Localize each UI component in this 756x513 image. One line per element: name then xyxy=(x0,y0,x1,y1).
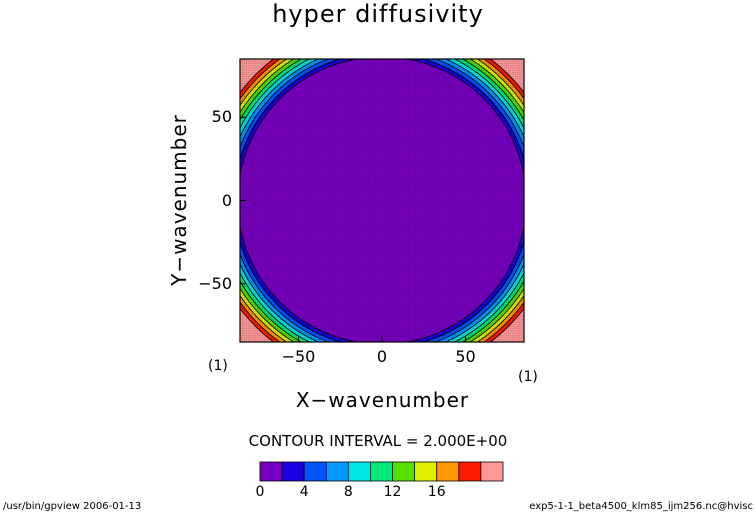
y-unit-label: (1) xyxy=(208,358,228,374)
colorbar-swatch xyxy=(414,461,438,482)
colorbar-swatch xyxy=(347,461,371,482)
plot-area xyxy=(239,58,525,343)
y-tick-label: 50 xyxy=(211,107,232,127)
x-tick-label: 0 xyxy=(376,347,388,366)
colorbar-swatch xyxy=(392,461,416,482)
footer-right: exp5-1-1_beta4500_klm85_ijm256.nc@hvisc xyxy=(529,501,753,512)
colorbar-swatch xyxy=(259,461,283,482)
contour-band xyxy=(240,59,524,342)
contour-interval-label: CONTOUR INTERVAL = 2.000E+00 xyxy=(248,432,508,450)
colorbar-swatch xyxy=(436,461,460,482)
colorbar-tick-label: 0 xyxy=(255,484,265,500)
colorbar-swatch xyxy=(325,461,349,482)
colorbar-tick-label: 16 xyxy=(427,484,446,500)
y-tick-label: −50 xyxy=(198,273,232,293)
y-axis-label: Y−wavenumber xyxy=(167,114,191,286)
footer-left: /usr/bin/gpview 2006-01-13 xyxy=(3,501,142,512)
colorbar-swatch xyxy=(303,461,327,482)
x-tick-label: −50 xyxy=(281,347,316,366)
chart-title: hyper diffusivity xyxy=(272,0,484,28)
colorbar-swatch xyxy=(480,461,504,482)
y-tick-label: 0 xyxy=(221,190,232,210)
x-axis-label: X−wavenumber xyxy=(295,388,470,412)
colorbar-swatch xyxy=(370,461,393,482)
colorbar-swatch xyxy=(458,461,482,482)
colorbar xyxy=(259,461,504,482)
x-tick-label: 50 xyxy=(455,347,476,366)
colorbar-tick-label: 8 xyxy=(343,484,353,500)
colorbar-swatch xyxy=(281,461,305,482)
colorbar-tick-label: 12 xyxy=(383,484,402,500)
colorbar-tick-label: 4 xyxy=(299,484,309,500)
x-unit-label: (1) xyxy=(518,369,538,385)
